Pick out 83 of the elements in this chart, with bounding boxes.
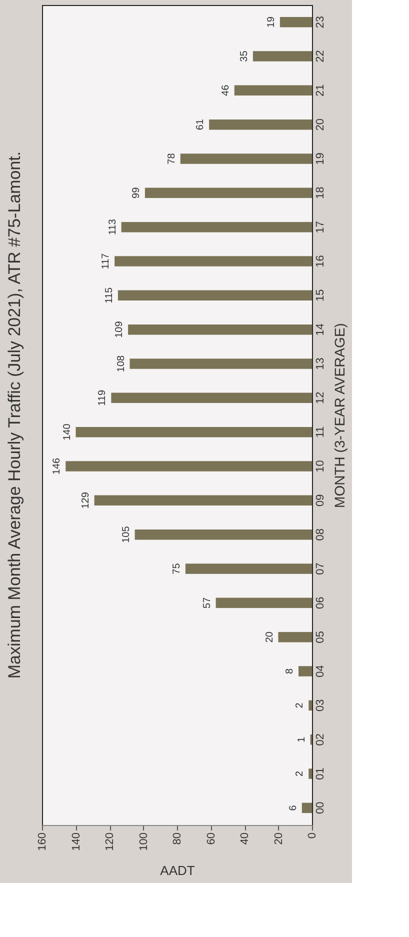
y-tick-label: 02 <box>314 733 326 746</box>
bar <box>94 495 312 506</box>
bar <box>280 16 312 28</box>
data-label: 20 <box>264 631 276 643</box>
x-tick-label: 20 <box>272 832 285 845</box>
data-label: 35 <box>238 50 250 62</box>
data-label: 113 <box>107 218 118 236</box>
bar <box>308 700 312 711</box>
bar <box>298 666 312 676</box>
y-tick-label: 17 <box>314 220 326 234</box>
bar <box>134 529 312 540</box>
bar <box>180 154 312 164</box>
bar <box>278 632 312 642</box>
y-tick-label: 04 <box>314 665 326 678</box>
y-tick-label: 18 <box>314 186 326 200</box>
bar <box>144 188 312 198</box>
data-label: 146 <box>52 457 63 475</box>
bar <box>76 426 312 438</box>
data-label: 57 <box>202 596 213 608</box>
data-label: 61 <box>195 118 206 130</box>
data-label: 99 <box>130 186 142 198</box>
data-label: 105 <box>120 526 132 543</box>
y-tick-label: 10 <box>314 460 326 472</box>
bar <box>121 222 312 232</box>
data-label: 1 <box>296 736 308 742</box>
y-tick-label: 19 <box>314 152 326 165</box>
data-label: 140 <box>62 423 73 440</box>
y-tick-label: 11 <box>314 426 326 438</box>
bar <box>216 598 312 608</box>
x-tick-label: 140 <box>70 832 82 851</box>
x-tick-label: 160 <box>36 832 48 851</box>
y-tick-label: 01 <box>314 768 326 780</box>
data-label: 2 <box>294 702 306 708</box>
bar <box>118 290 312 301</box>
x-tick-label: 80 <box>172 832 184 845</box>
bar <box>128 324 312 335</box>
bar <box>302 802 312 814</box>
x-tick-label: 0 <box>306 832 318 839</box>
data-label: 75 <box>171 562 182 574</box>
bar <box>114 256 312 266</box>
y-tick-label: 13 <box>314 358 326 370</box>
y-tick-label: 22 <box>314 50 326 62</box>
data-label: 115 <box>104 287 115 304</box>
bar <box>185 564 312 574</box>
bar <box>111 392 312 404</box>
bar <box>66 461 312 472</box>
data-label: 46 <box>220 84 232 96</box>
data-label: 6 <box>288 804 299 811</box>
bar <box>130 358 312 369</box>
data-label: 109 <box>114 320 126 338</box>
y-tick-label: 12 <box>314 392 326 404</box>
bar <box>209 119 312 130</box>
x-tick-label: 100 <box>138 832 150 851</box>
bar <box>234 85 312 96</box>
y-tick-label: 16 <box>314 255 326 268</box>
data-label: 8 <box>284 668 296 674</box>
data-label: 117 <box>100 252 112 270</box>
y-tick-label: 03 <box>314 699 326 712</box>
data-label: 78 <box>166 152 178 164</box>
x-tick-label: 120 <box>104 832 116 851</box>
y-tick-label: 20 <box>314 118 326 131</box>
y-tick-label: 14 <box>314 323 326 336</box>
y-tick-label: 09 <box>314 494 326 507</box>
text: Maximum Month Average Hourly Traffic (July 2021), ATR #75-Lamont. <box>5 151 24 679</box>
y-tick-label: 21 <box>314 84 326 97</box>
y-tick-label: 15 <box>314 289 326 302</box>
data-label: 19 <box>266 16 277 28</box>
y-tick-label: 23 <box>314 16 326 28</box>
data-label: 119 <box>97 390 108 406</box>
x-axis-title: AADT <box>160 862 195 878</box>
data-label: 129 <box>80 492 92 509</box>
data-label: 108 <box>116 354 127 372</box>
y-tick-label: 00 <box>314 802 326 814</box>
y-tick-label: 08 <box>314 528 326 541</box>
y-axis-title: MONTH (3-YEAR AVERAGE) <box>332 323 348 508</box>
bar <box>308 768 312 779</box>
y-tick-label: 06 <box>314 596 326 610</box>
data-label: 2 <box>294 770 306 777</box>
x-tick-label: 60 <box>205 832 218 845</box>
y-tick-label: 07 <box>314 562 326 575</box>
y-tick-label: 05 <box>314 630 326 644</box>
bar <box>252 51 312 62</box>
x-tick-label: 40 <box>239 832 251 845</box>
